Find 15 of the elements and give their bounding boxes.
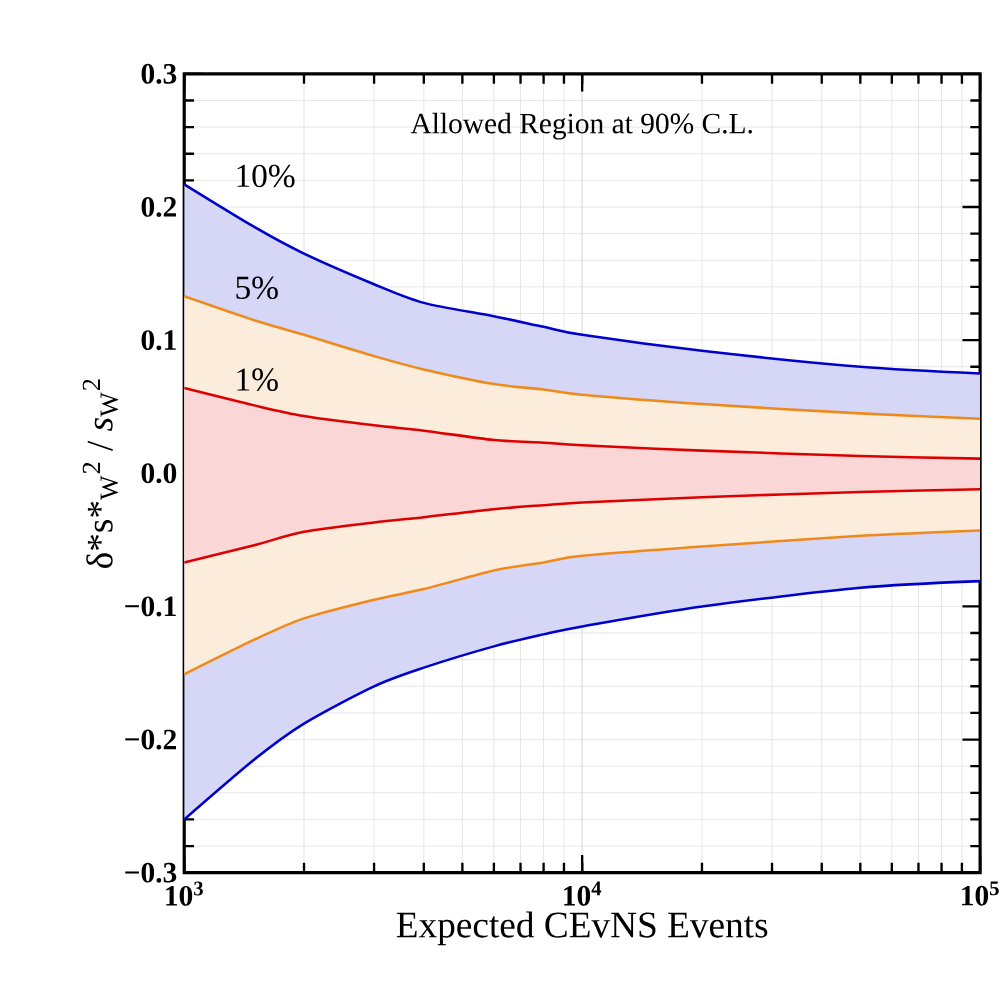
- series-label: 1%: [237, 368, 278, 391]
- series-label: 5%: [236, 276, 278, 300]
- y-tick-label: −0.3: [125, 862, 177, 883]
- y-tick-label: 0.1: [141, 330, 176, 351]
- y-tick-label: −0.1: [125, 596, 176, 617]
- y-tick-label: 0.3: [141, 63, 177, 84]
- y-tick-label: 0.2: [141, 197, 177, 218]
- x-axis-title: Expected CEvNS Events: [396, 911, 768, 946]
- x-tick-label: 10$^{5}$: [962, 881, 999, 906]
- series-label: 10%: [237, 164, 295, 188]
- x-tick-label: 10$^{4}$: [564, 881, 602, 906]
- y-axis-title: δ*s*$_{W}$$^{2}$ / s$_{W}$2: [82, 379, 119, 568]
- annotation: Allowed Region at 90% C.L.: [410, 112, 752, 140]
- y-tick-label: 0.0: [141, 463, 177, 484]
- y-tick-label: −0.2: [125, 729, 177, 750]
